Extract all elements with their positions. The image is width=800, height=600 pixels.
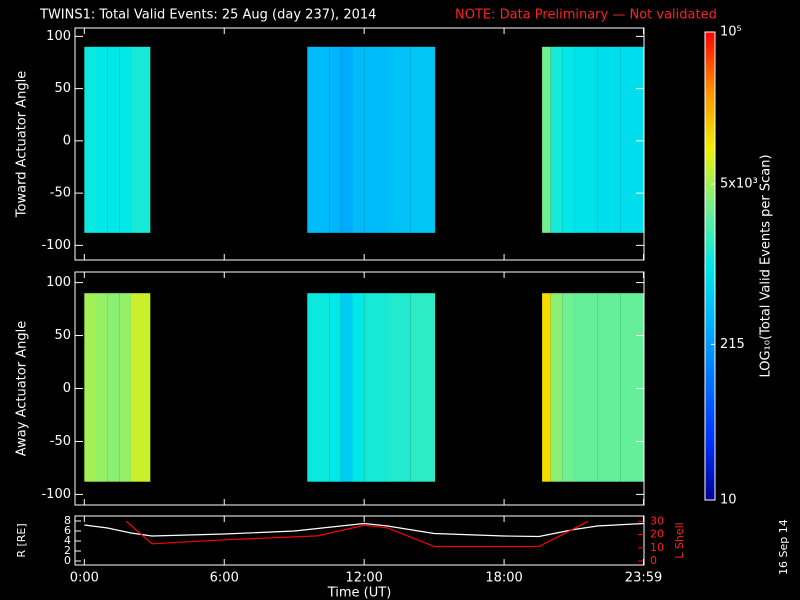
colorbar bbox=[704, 31, 716, 501]
y-tick-label: 100 bbox=[46, 29, 71, 44]
y2-axis-label: L Shell bbox=[673, 522, 686, 558]
heatmap-cell bbox=[340, 46, 353, 233]
heatmap-cell bbox=[620, 46, 644, 233]
x-tick-label: 0:00 bbox=[70, 571, 99, 586]
heatmap-cell bbox=[620, 293, 644, 482]
y-tick-label: 8 bbox=[64, 514, 71, 527]
y-tick-label: 50 bbox=[54, 328, 71, 343]
series-line bbox=[125, 520, 589, 548]
y2-tick-label: 20 bbox=[650, 528, 664, 541]
heatmap-cell bbox=[352, 293, 365, 482]
series-line bbox=[84, 522, 644, 538]
y2-tick-label: 0 bbox=[650, 554, 657, 567]
heatmap-cell bbox=[410, 293, 436, 482]
heatmap-cell bbox=[84, 46, 96, 233]
heatmap-cell bbox=[597, 46, 621, 233]
heatmap-cell bbox=[340, 293, 353, 482]
colorbar-label: LOG₁₀(Total Valid Events per Scan) bbox=[759, 154, 774, 377]
y2-tick-label: 30 bbox=[650, 514, 664, 527]
heatmap-cell bbox=[329, 293, 341, 482]
y-tick-label: 0 bbox=[63, 381, 71, 396]
colorbar-tick-label: 5x10³ bbox=[720, 177, 758, 192]
x-tick-label: 18:00 bbox=[485, 571, 522, 586]
heatmap-cell bbox=[574, 46, 598, 233]
x-tick-label: 12:00 bbox=[345, 571, 382, 586]
heatmap-cell bbox=[352, 46, 365, 233]
heatmap-cell bbox=[387, 46, 411, 233]
heatmap-cell bbox=[562, 293, 575, 482]
y-axis-label: Away Actuator Angle bbox=[15, 321, 30, 456]
plot-frame bbox=[74, 515, 645, 566]
y-axis-label: R [RE] bbox=[15, 523, 28, 557]
y-tick-label: 2 bbox=[64, 544, 71, 557]
heatmap-cell bbox=[119, 46, 131, 233]
heatmap-cell bbox=[542, 46, 551, 233]
heatmap-cell bbox=[550, 46, 563, 233]
heatmap-cell bbox=[364, 46, 388, 233]
heatmap-cell bbox=[329, 46, 341, 233]
heatmap-cell bbox=[107, 46, 120, 233]
y-tick-label: 100 bbox=[46, 275, 71, 290]
colorbar-tick-label: 10 bbox=[720, 493, 737, 508]
heatmap-cell bbox=[119, 293, 131, 482]
heatmap-cell bbox=[574, 293, 598, 482]
y-tick-label: -100 bbox=[41, 487, 71, 502]
y-tick-label: 0 bbox=[63, 133, 71, 148]
heatmap-cell bbox=[364, 293, 388, 482]
y-tick-label: 4 bbox=[64, 534, 71, 547]
colorbar-tick-label: 10⁵ bbox=[720, 25, 742, 40]
heatmap-cell bbox=[130, 293, 151, 482]
heatmap-cell bbox=[107, 293, 120, 482]
heatmap-cell bbox=[410, 46, 436, 233]
heatmap-cell bbox=[597, 293, 621, 482]
x-tick-label: 23:59 bbox=[625, 571, 662, 586]
y-tick-label: -100 bbox=[41, 238, 71, 253]
y-tick-label: -50 bbox=[50, 434, 71, 449]
heatmap-cell bbox=[95, 46, 108, 233]
y-tick-label: -50 bbox=[50, 186, 71, 201]
y-axis-label: Toward Actuator Angle bbox=[15, 71, 30, 218]
colorbar-tick-label: 215 bbox=[720, 337, 745, 352]
y-tick-label: 50 bbox=[54, 81, 71, 96]
plot-frame bbox=[74, 27, 645, 261]
y2-tick-label: 10 bbox=[650, 541, 664, 554]
date-stamp: 16 Sep 14 bbox=[777, 519, 790, 575]
heatmap-cell bbox=[542, 293, 551, 482]
y-tick-label: 0 bbox=[64, 554, 71, 567]
heatmap-cell bbox=[307, 46, 330, 233]
heatmap-cell bbox=[562, 46, 575, 233]
heatmap-cell bbox=[95, 293, 108, 482]
x-tick-label: 6:00 bbox=[210, 571, 239, 586]
heatmap-cell bbox=[307, 293, 330, 482]
heatmap-cell bbox=[550, 293, 563, 482]
y-tick-label: 6 bbox=[64, 524, 71, 537]
heatmap-cell bbox=[130, 46, 151, 233]
chart-title: TWINS1: Total Valid Events: 25 Aug (day … bbox=[39, 8, 376, 23]
heatmap-cell bbox=[84, 293, 96, 482]
heatmap-cell bbox=[387, 293, 411, 482]
note: NOTE: Data Preliminary — Not validated bbox=[455, 8, 717, 23]
x-axis-label: Time (UT) bbox=[327, 586, 392, 600]
